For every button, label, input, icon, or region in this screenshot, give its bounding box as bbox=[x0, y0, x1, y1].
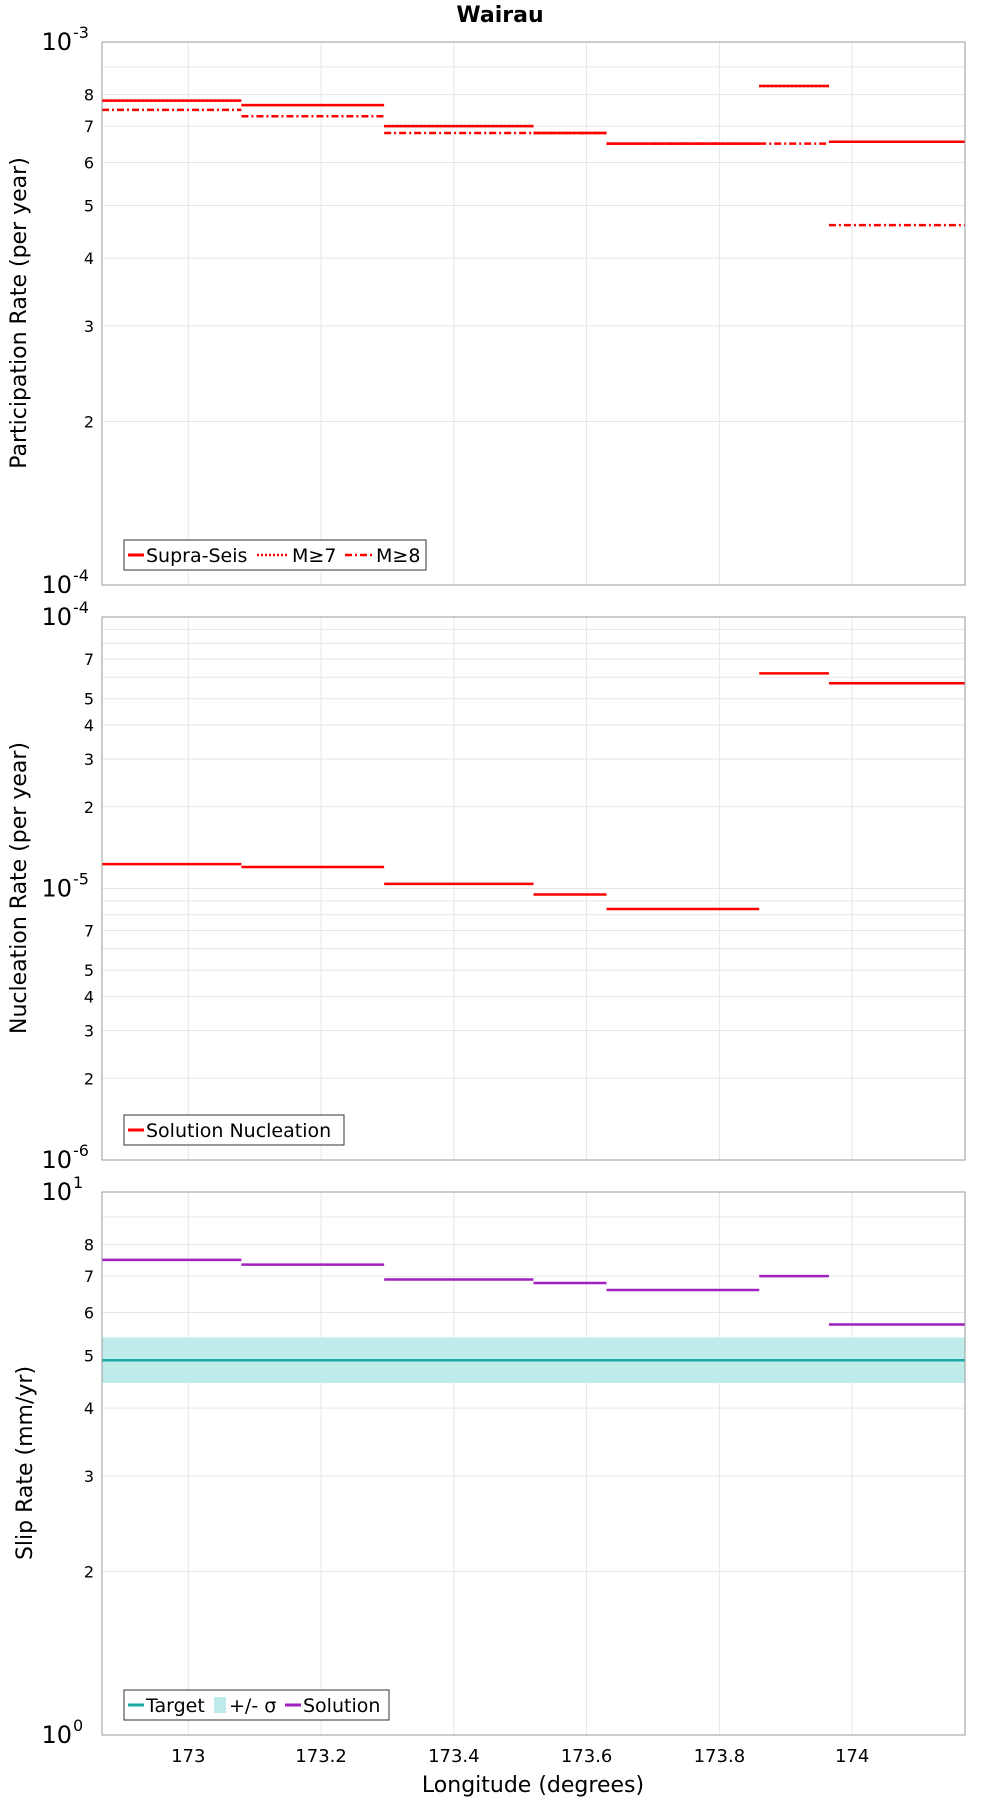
y-tick-label: 2 bbox=[84, 798, 94, 817]
y-tick-label: 2 bbox=[84, 1069, 94, 1088]
y-tick-label: 6 bbox=[84, 1303, 94, 1322]
legend-box bbox=[123, 1114, 345, 1146]
x-axis-ticks: 173 173.2 173.4 173.6 173.8 174 bbox=[171, 1746, 869, 1767]
legend-box bbox=[123, 1689, 390, 1721]
legend-label-supra-seis: Supra-Seis bbox=[146, 545, 247, 567]
y-tick-label: 3 bbox=[84, 317, 94, 336]
y-tick-label: 5 bbox=[84, 196, 94, 215]
nucleation-series bbox=[102, 672, 965, 911]
y-tick-label: 7 bbox=[84, 1267, 94, 1286]
y-major-tick-label: 10 bbox=[41, 1146, 72, 1174]
y-tick-label: 7 bbox=[84, 117, 94, 136]
participation-y-axis-label: Participation Rate (per year) bbox=[7, 157, 32, 469]
y-tick-label: 4 bbox=[84, 249, 94, 268]
slip-grid bbox=[102, 1192, 965, 1736]
slip-series bbox=[102, 1258, 965, 1383]
slip-y-axis-label: Slip Rate (mm/yr) bbox=[13, 1366, 38, 1560]
x-axis-label: Longitude (degrees) bbox=[422, 1773, 644, 1798]
legend-label-sigma: +/- σ bbox=[229, 1695, 276, 1717]
participation-series bbox=[102, 84, 965, 227]
legend-label-solution: Solution bbox=[303, 1695, 380, 1717]
nucleation-plot-frame bbox=[101, 616, 966, 1161]
nucleation-grid bbox=[102, 617, 965, 1161]
series-solution-nucleation bbox=[102, 672, 965, 911]
y-major-tick-exponent: -3 bbox=[73, 23, 89, 42]
y-tick-label: 2 bbox=[84, 1563, 94, 1582]
legend-label-solution-nucleation: Solution Nucleation bbox=[146, 1120, 331, 1142]
y-tick-label: 4 bbox=[84, 988, 94, 1007]
y-tick-label: 5 bbox=[84, 961, 94, 980]
y-tick-label: 2 bbox=[84, 413, 94, 432]
y-major-tick-label: 10 bbox=[41, 28, 72, 56]
y-tick-label: 5 bbox=[84, 1346, 94, 1365]
series-solution bbox=[102, 1258, 965, 1326]
legend-label-m8: M≥8 bbox=[376, 545, 420, 567]
y-major-tick-exponent: -4 bbox=[73, 598, 89, 617]
y-tick-label: 3 bbox=[84, 1467, 94, 1486]
y-major-tick-label: 10 bbox=[41, 1721, 72, 1749]
y-major-tick-exponent: -5 bbox=[73, 870, 89, 889]
y-tick-label: 8 bbox=[84, 86, 94, 105]
slip-legend: Target +/- σ Solution bbox=[123, 1689, 390, 1721]
y-tick-label: 4 bbox=[84, 716, 94, 735]
x-tick-label: 173.8 bbox=[694, 1746, 746, 1767]
x-tick-label: 173.2 bbox=[295, 1746, 347, 1767]
nucleation-y-axis-label: Nucleation Rate (per year) bbox=[7, 742, 32, 1034]
y-major-tick-exponent: 1 bbox=[73, 1173, 83, 1192]
y-tick-label: 7 bbox=[84, 922, 94, 941]
legend-label-m7: M≥7 bbox=[292, 545, 336, 567]
legend-swatch-sigma bbox=[214, 1697, 226, 1713]
participation-legend: Supra-Seis M≥7 M≥8 bbox=[123, 539, 427, 571]
legend-label-target: Target bbox=[145, 1695, 205, 1717]
y-tick-label: 5 bbox=[84, 690, 94, 709]
y-tick-label: 3 bbox=[84, 750, 94, 769]
series-m-8 bbox=[102, 108, 965, 227]
y-tick-label: 8 bbox=[84, 1236, 94, 1255]
y-major-tick-label: 10 bbox=[41, 571, 72, 599]
y-major-tick-exponent: 0 bbox=[73, 1716, 83, 1735]
y-tick-label: 7 bbox=[84, 650, 94, 669]
y-major-tick-label: 10 bbox=[41, 875, 72, 903]
y-major-tick-label: 10 bbox=[41, 603, 72, 631]
participation-plot-frame bbox=[101, 41, 966, 586]
x-tick-label: 173.4 bbox=[428, 1746, 480, 1767]
y-tick-label: 3 bbox=[84, 1021, 94, 1040]
x-tick-label: 174 bbox=[835, 1746, 869, 1767]
y-tick-label: 4 bbox=[84, 1399, 94, 1418]
y-major-tick-exponent: -4 bbox=[73, 566, 89, 585]
x-tick-label: 173 bbox=[171, 1746, 205, 1767]
x-tick-label: 173.6 bbox=[561, 1746, 613, 1767]
nucleation-legend: Solution Nucleation bbox=[123, 1114, 345, 1146]
y-major-tick-exponent: -6 bbox=[73, 1141, 89, 1160]
slip-plot-frame bbox=[101, 1191, 966, 1736]
figure-title: Wairau bbox=[456, 3, 543, 28]
participation-grid bbox=[102, 42, 965, 586]
y-major-tick-label: 10 bbox=[41, 1178, 72, 1206]
y-tick-label: 6 bbox=[84, 153, 94, 172]
